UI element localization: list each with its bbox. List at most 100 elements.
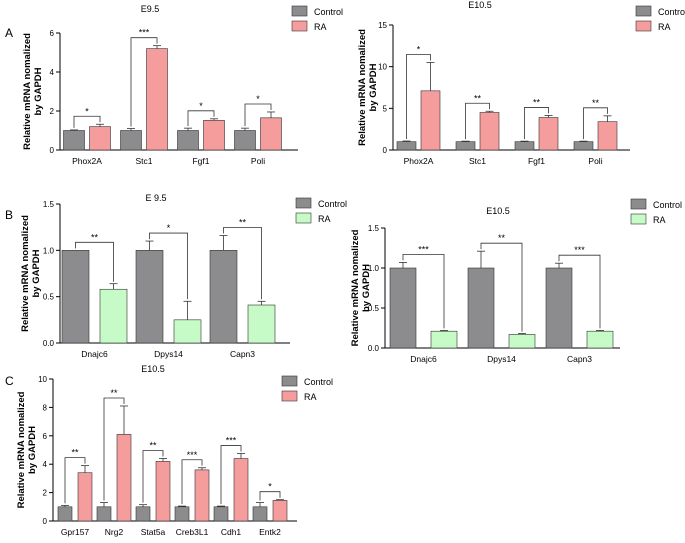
y-tick-label: 0 xyxy=(43,517,48,526)
bar-control xyxy=(177,130,199,151)
significance-bracket xyxy=(402,254,445,329)
significance-bracket xyxy=(149,232,188,300)
significance-label: *** xyxy=(187,450,198,460)
significance-bracket xyxy=(103,397,125,501)
y-axis-label: Relative mRNA nomalizedby GAPDH xyxy=(16,391,38,508)
panel-label-b: B xyxy=(5,208,13,222)
bar-control xyxy=(96,506,112,522)
x-category-label: Creb3L1 xyxy=(176,527,209,537)
bar-control xyxy=(209,250,238,344)
y-tick-label: 0.5 xyxy=(368,304,380,313)
significance-label: ** xyxy=(533,97,541,107)
bar-control xyxy=(57,506,73,522)
x-category-label: Entk2 xyxy=(259,527,281,537)
y-axis-label-line2: by GAPDH xyxy=(27,426,38,474)
y-axis-label-line1: Relative mRNA nomalized xyxy=(357,29,368,146)
y-tick-label: 0.5 xyxy=(43,293,55,302)
bar-control xyxy=(573,141,594,151)
y-tick-label: 1.5 xyxy=(368,224,380,233)
x-category-label: Phox2A xyxy=(404,156,434,166)
x-category-label: Dnajc6 xyxy=(410,354,437,364)
x-category-label: Stc1 xyxy=(135,156,152,166)
bar-control xyxy=(120,130,142,151)
bar-ra xyxy=(508,334,536,349)
y-tick-label: 2 xyxy=(43,489,48,498)
significance-label: *** xyxy=(139,28,150,38)
y-axis-label-line2: by GAPDH xyxy=(361,264,372,312)
bar-control xyxy=(174,506,190,522)
significance-label: ** xyxy=(91,232,99,242)
y-tick-label: 4 xyxy=(43,460,48,469)
bar-ra xyxy=(146,48,168,151)
bar-control xyxy=(213,506,229,522)
bar-ra xyxy=(538,117,559,151)
bar-ra xyxy=(89,126,111,151)
x-category-label: Phox2A xyxy=(72,156,102,166)
y-tick-label: 4 xyxy=(50,68,55,77)
x-category-label: Capn3 xyxy=(567,354,592,364)
chart-title: E10.5 xyxy=(468,0,492,10)
legend-label: RA xyxy=(658,22,671,32)
bar-ra xyxy=(116,434,132,522)
bar-ra xyxy=(260,117,282,151)
x-category-label: Gpr157 xyxy=(61,527,90,537)
y-tick-label: 0 xyxy=(50,146,55,155)
panel-label-c: C xyxy=(5,374,14,388)
x-category-label: Stat5a xyxy=(141,527,166,537)
x-category-label: Stc1 xyxy=(469,156,486,166)
bar-ra xyxy=(155,461,171,522)
legend-label: Control xyxy=(318,199,347,209)
y-axis-label-line1: Relative mRNA nomalized xyxy=(350,229,361,346)
y-tick-label: 6 xyxy=(43,432,48,441)
significance-bracket xyxy=(259,491,281,501)
y-axis-label-line1: Relative mRNA nomalized xyxy=(16,391,27,508)
significance-label: ** xyxy=(71,448,79,458)
significance-bracket xyxy=(187,110,215,127)
bar-control xyxy=(252,506,268,522)
significance-label: * xyxy=(199,101,203,111)
y-tick-label: 8 xyxy=(43,403,48,412)
legend-swatch xyxy=(630,198,647,210)
panel-label-a: A xyxy=(5,26,13,40)
significance-label: ** xyxy=(592,98,600,108)
x-category-label: Fgf1 xyxy=(192,156,209,166)
bar-control xyxy=(396,141,417,151)
bar-control xyxy=(514,141,535,151)
significance-bracket xyxy=(465,102,490,140)
bar-control xyxy=(545,267,573,349)
x-category-label: Cdh1 xyxy=(221,527,242,537)
significance-label: ** xyxy=(474,93,482,103)
legend-swatch xyxy=(281,390,298,402)
bar-control xyxy=(61,250,90,344)
significance-bracket xyxy=(75,241,114,282)
significance-bracket xyxy=(73,115,101,128)
bar-ra xyxy=(99,288,128,344)
y-tick-label: 1.0 xyxy=(43,246,55,255)
significance-label: * xyxy=(268,482,272,492)
significance-bracket xyxy=(583,107,608,140)
y-tick-label: 0 xyxy=(383,146,388,155)
chart-title: E10.5 xyxy=(486,206,510,216)
y-tick-label: 2 xyxy=(50,107,55,116)
y-tick-label: 10 xyxy=(378,63,387,72)
significance-label: *** xyxy=(226,436,237,446)
y-axis-label-line1: Relative mRNA nomalized xyxy=(20,215,31,332)
legend-swatch xyxy=(630,213,647,225)
significance-label: *** xyxy=(418,244,429,254)
y-axis-label: Relative mRNA nomalizedby GAPDH xyxy=(350,229,372,346)
bar-control xyxy=(135,506,151,522)
legend-label: RA xyxy=(318,214,331,224)
x-category-label: Capn3 xyxy=(230,349,255,359)
significance-bracket xyxy=(130,37,158,127)
x-category-label: Dnajc6 xyxy=(81,349,108,359)
legend-label: Control xyxy=(304,377,333,387)
bar-control xyxy=(234,130,256,151)
legend-label: Control xyxy=(314,7,343,17)
y-axis-label-line1: Relative mRNA nomalized xyxy=(22,33,33,150)
bar-ra xyxy=(77,472,93,522)
bar-ra xyxy=(233,458,249,522)
y-tick-label: 0.0 xyxy=(43,339,55,348)
significance-label: ** xyxy=(149,441,157,451)
